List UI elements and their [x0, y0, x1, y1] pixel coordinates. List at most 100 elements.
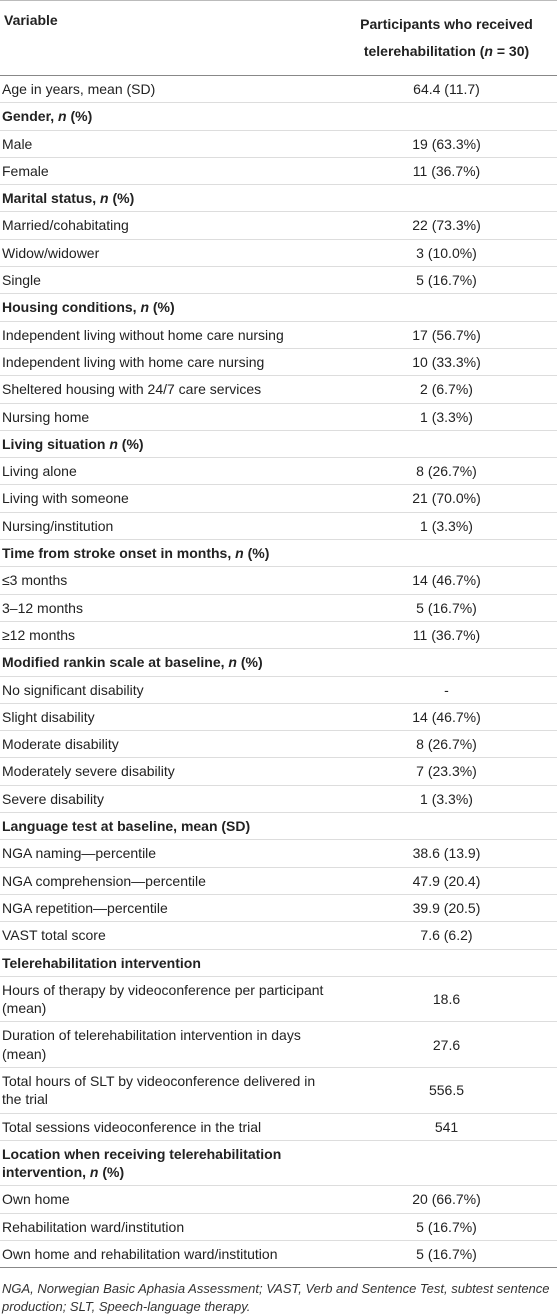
- italic-segment: n: [140, 299, 149, 316]
- row-value: 18.6: [336, 976, 557, 1023]
- data-row: ≤3 months 14 (46.7%): [0, 566, 557, 595]
- italic-segment: n: [58, 108, 67, 125]
- data-row: Widow/widower 3 (10.0%): [0, 239, 557, 268]
- row-label: Nursing home: [0, 403, 336, 431]
- data-row: Nursing home 1 (3.3%): [0, 403, 557, 431]
- row-label: Moderate disability: [0, 730, 336, 759]
- italic-segment: n: [89, 1164, 99, 1181]
- data-row: Slight disability 14 (46.7%): [0, 703, 557, 732]
- text-segment: (%): [236, 654, 263, 671]
- row-label: Female: [0, 157, 336, 186]
- data-row: Moderate disability 8 (26.7%): [0, 730, 557, 759]
- section-row: Language test at baseline, mean (SD): [0, 812, 557, 841]
- data-row: Sheltered housing with 24/7 care service…: [0, 375, 557, 404]
- section-row: Location when receiving telerehabilitati…: [0, 1140, 557, 1187]
- row-value: 1 (3.3%): [336, 785, 557, 814]
- row-label: ≤3 months: [0, 566, 336, 595]
- row-value: 21 (70.0%): [336, 484, 557, 513]
- text-segment: Gender,: [2, 108, 59, 125]
- row-value: 3 (10.0%): [336, 239, 557, 268]
- row-value: [336, 102, 557, 131]
- row-value: 39.9 (20.5): [336, 894, 557, 923]
- row-value: 7 (23.3%): [336, 757, 557, 786]
- text-segment: Participants who received telerehabilita…: [360, 16, 533, 59]
- row-label: Severe disability: [0, 785, 336, 814]
- header-row: Variable Participants who received teler…: [0, 0, 557, 76]
- row-label: NGA comprehension—percentile: [0, 867, 336, 895]
- row-label: Nursing/institution: [0, 512, 336, 541]
- row-value: 22 (73.3%): [336, 211, 557, 240]
- row-label: Rehabilitation ward/institution: [0, 1213, 336, 1242]
- row-value: [336, 1140, 557, 1187]
- row-value: 27.6: [336, 1021, 557, 1068]
- data-row: Male 19 (63.3%): [0, 130, 557, 158]
- row-label: Gender, n (%): [0, 102, 336, 131]
- row-label: Single: [0, 266, 336, 295]
- data-row: Total hours of SLT by videoconference de…: [0, 1067, 557, 1114]
- participants-header: Participants who received telerehabilita…: [336, 0, 557, 76]
- section-row: Modified rankin scale at baseline, n (%): [0, 648, 557, 677]
- data-row: Single 5 (16.7%): [0, 266, 557, 295]
- text-segment: (%): [108, 190, 135, 207]
- row-value: 14 (46.7%): [336, 703, 557, 732]
- data-row: NGA naming—percentile 38.6 (13.9): [0, 839, 557, 868]
- row-label: Widow/widower: [0, 239, 336, 268]
- data-row: ≥12 months 11 (36.7%): [0, 621, 557, 650]
- row-value: 8 (26.7%): [336, 730, 557, 759]
- row-value: [336, 539, 557, 568]
- row-value: 7.6 (6.2): [336, 921, 557, 950]
- row-label: Moderately severe disability: [0, 757, 336, 786]
- text-segment: = 30): [492, 43, 530, 59]
- table-body: Age in years, mean (SD) 64.4 (11.7) Gender…: [0, 75, 557, 1269]
- row-value: [336, 293, 557, 322]
- text-segment: Marital status,: [2, 190, 101, 207]
- row-label: NGA repetition—percentile: [0, 894, 336, 923]
- data-table: Variable Participants who received teler…: [0, 0, 557, 1269]
- row-value: 5 (16.7%): [336, 594, 557, 622]
- row-value: 19 (63.3%): [336, 130, 557, 158]
- row-value: 1 (3.3%): [336, 512, 557, 541]
- row-value: [336, 648, 557, 677]
- row-label: Marital status, n (%): [0, 184, 336, 213]
- data-row: Total sessions videoconference in the tr…: [0, 1113, 557, 1141]
- row-value: 20 (66.7%): [336, 1185, 557, 1214]
- row-value: -: [336, 676, 557, 704]
- data-row: Severe disability 1 (3.3%): [0, 785, 557, 814]
- data-row: Living with someone 21 (70.0%): [0, 484, 557, 513]
- section-row: Time from stroke onset in months, n (%): [0, 539, 557, 568]
- row-value: 17 (56.7%): [336, 321, 557, 349]
- data-row: Married/cohabitating 22 (73.3%): [0, 211, 557, 240]
- row-value: [336, 184, 557, 213]
- row-label: Total sessions videoconference in the tr…: [0, 1113, 336, 1141]
- data-row: 3–12 months 5 (16.7%): [0, 594, 557, 622]
- text-segment: (%): [66, 108, 93, 125]
- data-row: Rehabilitation ward/institution 5 (16.7%): [0, 1213, 557, 1242]
- section-row: Gender, n (%): [0, 102, 557, 131]
- row-value: 5 (16.7%): [336, 1213, 557, 1242]
- italic-segment: n: [100, 190, 109, 207]
- italic-segment: n: [235, 545, 244, 562]
- text-segment: Housing conditions,: [2, 299, 141, 316]
- row-label: Living with someone: [0, 484, 336, 513]
- row-label: Living alone: [0, 457, 336, 486]
- row-label: Married/cohabitating: [0, 211, 336, 240]
- data-row: Duration of telerehabilitation intervent…: [0, 1021, 557, 1068]
- row-value: 8 (26.7%): [336, 457, 557, 486]
- data-row: No significant disability -: [0, 676, 557, 704]
- row-label: ≥12 months: [0, 621, 336, 650]
- row-value: 47.9 (20.4): [336, 867, 557, 895]
- row-value: 14 (46.7%): [336, 566, 557, 595]
- data-row: VAST total score 7.6 (6.2): [0, 921, 557, 950]
- row-value: 10 (33.3%): [336, 348, 557, 377]
- row-label: Sheltered housing with 24/7 care service…: [0, 375, 336, 404]
- variable-header: Variable: [0, 0, 336, 76]
- italic-segment: n: [484, 43, 493, 59]
- row-value: 541: [336, 1113, 557, 1141]
- data-row: Hours of therapy by videoconference per …: [0, 976, 557, 1023]
- section-row: Telerehabilitation intervention: [0, 949, 557, 977]
- row-label: Modified rankin scale at baseline, n (%): [0, 648, 336, 677]
- data-row: NGA comprehension—percentile 47.9 (20.4): [0, 867, 557, 895]
- row-label: Living situation n (%): [0, 430, 336, 459]
- row-value: 64.4 (11.7): [336, 75, 557, 104]
